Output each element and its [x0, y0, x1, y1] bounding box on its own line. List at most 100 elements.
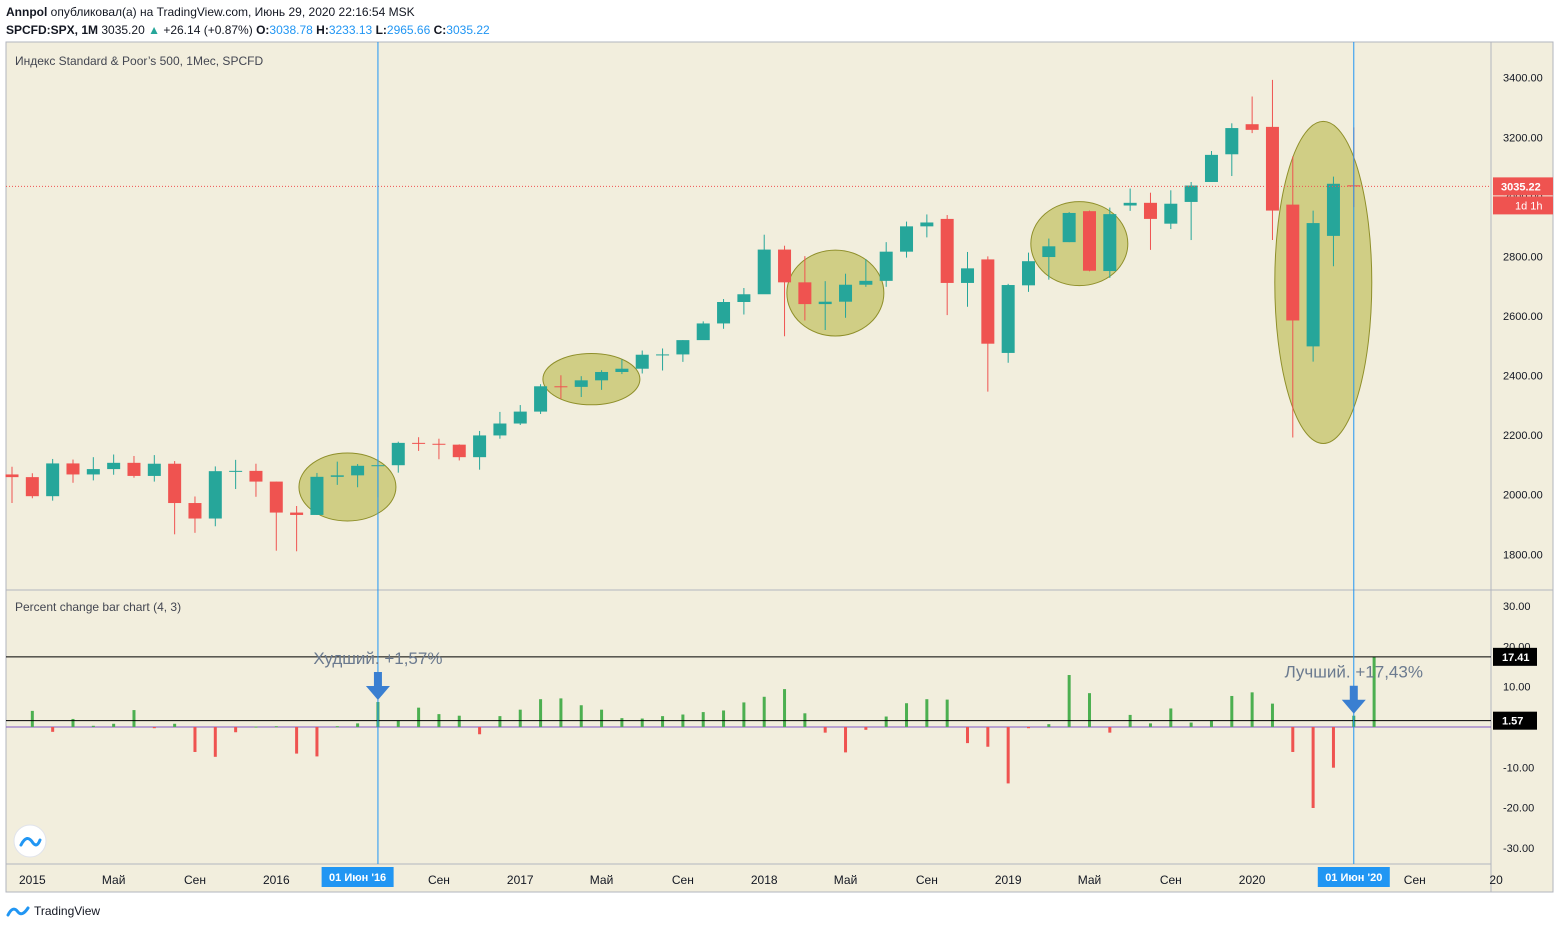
price-tick-label: 1800.00 — [1503, 549, 1543, 561]
pct-bar — [274, 726, 278, 728]
pct-bar — [396, 720, 400, 727]
highlight-ellipse — [1274, 120, 1373, 445]
reference-badge — [1493, 711, 1537, 730]
pct-bar — [905, 703, 909, 727]
pct-bar — [457, 715, 461, 727]
tradingview-badge[interactable] — [13, 824, 47, 858]
pct-bar — [701, 712, 705, 727]
pct-bar — [356, 723, 360, 727]
candle-body — [940, 218, 954, 283]
pct-bar — [254, 726, 258, 728]
pct-bar — [742, 702, 746, 727]
pct-tick-label: -20.00 — [1503, 803, 1534, 815]
candle-body — [1204, 154, 1218, 182]
candle-body — [25, 477, 39, 497]
pct-bar — [315, 727, 319, 757]
time-tick-label: Сен — [916, 873, 938, 887]
main-pane[interactable]: 1800.00 2000.00 2200.00 2400.00 2600.00 2800.… — [5, 73, 1554, 562]
publish-line: Annpol опубликовал(а) на TradingView.com… — [6, 4, 415, 20]
time-tick-label: Май — [102, 873, 126, 887]
annotation-text: Худший. +1,57% — [313, 649, 442, 668]
pct-bar — [1311, 727, 1315, 808]
candle-body — [391, 442, 405, 466]
candle-body — [107, 462, 121, 470]
pct-tick-label: -10.00 — [1503, 762, 1534, 774]
last-price-label: 3035.22 — [1501, 181, 1541, 193]
last-price-badge — [1493, 177, 1553, 196]
candle-body — [229, 470, 243, 472]
candle-body — [432, 443, 446, 445]
time-tick-label: Сен — [428, 873, 450, 887]
pct-bar — [193, 727, 197, 752]
highlight-ellipse — [786, 249, 885, 337]
time-axis: 2015 Май Сен 2016 01 Июн '16 Сен 2017 Май Сен 201… — [19, 867, 1503, 887]
time-tick-label: Май — [590, 873, 614, 887]
candle-body — [656, 354, 670, 356]
pct-bar — [112, 723, 116, 727]
symbol-name: SPCFD:SPX, 1M — [6, 23, 99, 37]
candle-body — [188, 503, 202, 519]
main-chart-title: Индекс Standard & Poor’s 500, 1Мес, SPCF… — [15, 54, 263, 68]
pct-bar — [234, 727, 238, 733]
candle-body — [351, 465, 365, 476]
percent-change-pane[interactable]: -30.00-20.00-10.0010.0020.0030.0017.411.… — [6, 601, 1537, 855]
pct-bar — [579, 705, 583, 727]
candle-body — [147, 463, 161, 476]
pct-bar — [925, 699, 929, 727]
candle-body — [778, 249, 792, 283]
candle-body — [981, 259, 995, 344]
footer-brand[interactable]: TradingView — [34, 904, 101, 918]
price-tick-label: 2400.00 — [1503, 371, 1543, 383]
countdown-badge — [1493, 196, 1553, 215]
footer: TradingView — [6, 903, 100, 919]
pct-bar — [783, 689, 787, 727]
time-tick-label: 2019 — [995, 873, 1022, 887]
pct-bar — [823, 727, 827, 733]
author-name: Annpol — [6, 5, 48, 19]
time-tick-label: 2015 — [19, 873, 46, 887]
candle-body — [676, 340, 690, 355]
pct-bar — [1270, 703, 1274, 727]
pct-bar — [213, 727, 217, 757]
candle-body — [1326, 183, 1340, 236]
open-value: 3038.78 — [269, 23, 313, 37]
candle-body — [1022, 261, 1035, 286]
publish-info: опубликовал(а) на TradingView.com, Июнь … — [50, 5, 415, 19]
candle-body — [452, 444, 466, 458]
candle-body — [696, 323, 710, 341]
time-tick-label: Сен — [672, 873, 694, 887]
reference-label: 1.57 — [1502, 716, 1523, 728]
open-label: O: — [256, 23, 270, 37]
pct-bar — [539, 699, 543, 727]
pct-tick-label: 30.00 — [1503, 601, 1531, 613]
time-label-badge — [321, 867, 394, 887]
pct-bar — [945, 699, 949, 727]
pct-bar — [132, 710, 136, 727]
pct-bar — [152, 727, 156, 729]
low-value: 2965.66 — [386, 23, 431, 37]
annotation-arrow-icon — [1341, 685, 1366, 714]
tradingview-footer-icon — [6, 906, 30, 917]
pct-bar — [1006, 727, 1010, 784]
pct-bar — [173, 723, 177, 727]
high-label: H: — [316, 23, 329, 37]
pct-bar — [1291, 727, 1295, 752]
candle-body — [1082, 211, 1096, 271]
price-tick-label: 2800.00 — [1503, 251, 1543, 263]
pct-bar — [1331, 727, 1335, 768]
pct-bar — [51, 727, 55, 732]
price-tick-label: 2200.00 — [1503, 430, 1543, 442]
time-tick-label: 2017 — [507, 873, 534, 887]
pct-bar — [661, 716, 665, 727]
time-tick-label: Сен — [1404, 873, 1426, 887]
time-tick-label: Сен — [184, 873, 206, 887]
candle-body — [920, 222, 934, 227]
time-tick-label: Май — [834, 873, 858, 887]
price-tick-label: 2600.00 — [1503, 311, 1543, 323]
candle-body — [249, 470, 263, 482]
pct-bar — [91, 725, 95, 727]
candle-body — [310, 476, 324, 515]
candle-body — [595, 371, 609, 381]
pct-bar — [1148, 723, 1152, 727]
